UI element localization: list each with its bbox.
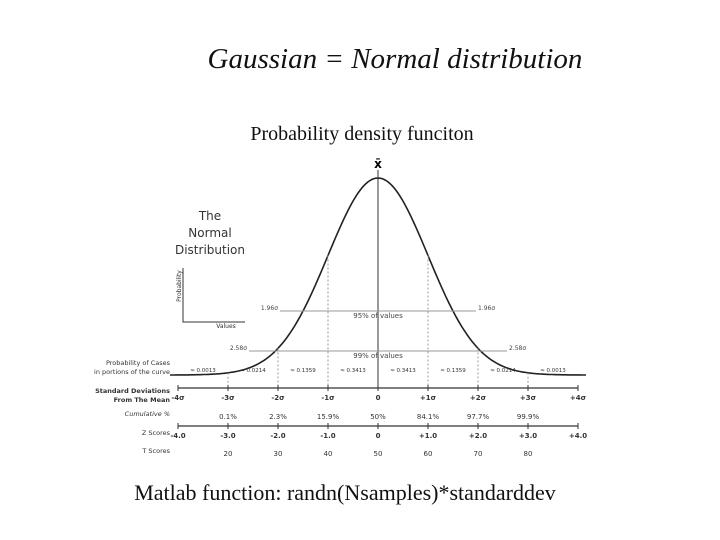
row-value: +3σ [520,394,537,402]
row-label: Cumulative % [125,410,170,418]
row-value: ≈ 0.0214 [240,368,266,374]
row-value: +1σ [420,394,437,402]
normal-distribution-figure: x̄ The Normal Distribution Probability Values… [94,157,587,458]
row-label: From The Mean [114,396,171,404]
row-value: 2.3% [269,413,287,421]
row-value: 99.9% [517,413,540,421]
row-value: 97.7% [467,413,490,421]
row-value: 50 [374,450,383,458]
mean-label: x̄ [374,157,382,171]
row-value: ≈ 0.1359 [290,368,316,374]
figure-heading: The [198,209,221,223]
caption: Matlab function: randn(Nsamples)*standar… [134,480,556,505]
row-label: Probability of Cases [106,359,171,367]
row-value: 84.1% [417,413,440,421]
row-value: -2.0 [270,432,285,440]
interval-left: 2.58σ [230,345,247,352]
row-value: ≈ 0.0013 [540,368,566,374]
row-value: +2.0 [469,432,487,440]
row-value: ≈ 0.1359 [440,368,466,374]
row-value: +1.0 [419,432,437,440]
row-value: +2σ [470,394,487,402]
row-value: +4σ [570,394,587,402]
row-value: +4.0 [569,432,587,440]
row-value: -4σ [171,394,185,402]
inset-y-label: Probability [176,270,183,302]
row-value: 20 [224,450,233,458]
row-value: 30 [274,450,283,458]
row-value: -2σ [271,394,285,402]
row-value: 70 [474,450,483,458]
row-value: 50% [370,413,386,421]
row-value: ≈ 0.0013 [190,368,216,374]
row-value: 15.9% [317,413,340,421]
row-value: 80 [524,450,533,458]
row-value: 40 [324,450,333,458]
row-label: Z Scores [142,429,171,437]
row-value: -4.0 [170,432,185,440]
figure-heading: Normal [188,226,231,240]
inset-axes [182,268,245,323]
row-label: Standard Deviations [95,387,170,395]
row-value: 0 [376,432,381,440]
figure-heading: Distribution [175,243,245,257]
row-value: -3.0 [220,432,235,440]
slide-subtitle: Probability density funciton [250,123,473,145]
interval-right: 2.58σ [509,345,526,352]
row-value: 0.1% [219,413,237,421]
row-value: 0 [376,394,381,402]
row-value: -3σ [221,394,235,402]
interval-label: 99% of values [353,352,403,360]
row-value: -1.0 [320,432,335,440]
row-label: in portions of the curve [94,368,170,376]
row-value: -1σ [321,394,335,402]
slide-title: Gaussian = Normal distribution [208,43,583,75]
interval-right: 1.96σ [478,305,495,312]
row-value: ≈ 0.3413 [390,368,416,374]
row-value: ≈ 0.3413 [340,368,366,374]
row-value: 60 [424,450,433,458]
interval-label: 95% of values [353,312,403,320]
inset-x-label: Values [216,323,236,330]
row-value: +3.0 [519,432,537,440]
row-label: T Scores [141,447,170,455]
row-value: ≈ 0.0214 [490,368,516,374]
interval-left: 1.96σ [261,305,278,312]
